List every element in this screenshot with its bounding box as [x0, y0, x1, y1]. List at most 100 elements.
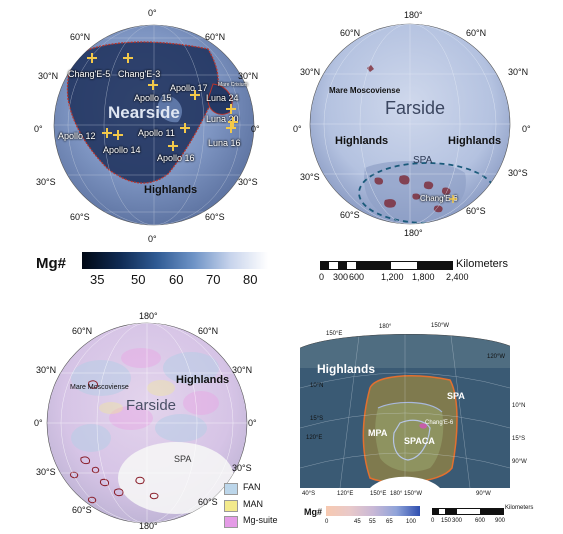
lithology-globe [46, 322, 248, 524]
farside-lon-bottom: 180° [404, 228, 423, 238]
nearside-lon-bottom: 0° [148, 234, 157, 244]
spa-top-120w: 120°W [487, 354, 506, 360]
site-label-luna20: Luna 20 [206, 114, 239, 124]
mg-colorbar [82, 252, 268, 269]
farside-mare-label: Mare Moscoviense [329, 86, 401, 95]
spa-km-tick-600: 600 [475, 518, 486, 524]
legend-label-mg-suite: Mg-suite [243, 515, 278, 525]
spa-km-tick-150: 150 [441, 518, 452, 524]
farside-lon-top: 180° [404, 10, 423, 20]
site-marker-apollo17 [228, 117, 238, 127]
km-tick-2400: 2,400 [446, 272, 469, 282]
spa-left-15s: 15°S [310, 416, 324, 422]
farside-lat-30s-right: 30°S [508, 168, 528, 178]
site-label-apollo12: Apollo 12 [58, 131, 96, 141]
nearside-map [48, 14, 260, 236]
lithology-lat-30s-left: 30°S [36, 467, 56, 477]
site-label-luna24: Luna 24 [206, 93, 239, 103]
farside-lat-0-left: 0° [293, 124, 302, 134]
spa-bottom-150e: 150°E [370, 491, 387, 497]
farside-lat-60s-right: 60°S [466, 206, 486, 216]
farside-map [305, 18, 515, 230]
site-marker-apollo14 [113, 130, 123, 140]
lithology-map [41, 318, 253, 528]
mg-tick-80: 80 [243, 272, 258, 287]
legend-swatch-mg-suite [224, 516, 238, 528]
nearside-lat-0-right: 0° [251, 124, 260, 134]
farside-highlands-left: Highlands [335, 135, 389, 147]
site-marker-change3 [123, 53, 133, 63]
farside-site-label: Chang'E-6 [420, 194, 458, 203]
legend-label-man: MAN [243, 499, 263, 509]
spa-bottom-90w: 90°W [476, 491, 491, 497]
spa-mg-tick-45: 45 [354, 519, 361, 525]
spa-km-tick-900: 900 [495, 518, 506, 524]
km-tick-300: 300 [333, 272, 349, 282]
nearside-lat-30s-right: 30°S [238, 177, 258, 187]
spa-zoom-highlands: Highlands [317, 362, 376, 376]
mg-tick-70: 70 [206, 272, 221, 287]
mg-tick-60: 60 [169, 272, 184, 287]
spa-zoom-site: Chang'E-6 [425, 420, 454, 426]
lithology-lat-0-right: 0° [248, 418, 257, 428]
lithology-lon-top: 180° [139, 311, 158, 321]
legend-label-fan: FAN [243, 482, 261, 492]
spa-mg-tick-100: 100 [406, 519, 417, 525]
farside-title: Farside [385, 98, 446, 118]
farside-lat-30n-left: 30°N [300, 67, 321, 77]
nearside-lat-60n-right: 60°N [205, 32, 226, 42]
site-marker-change5 [87, 53, 97, 63]
spa-zoom-map [300, 328, 510, 488]
site-label-change3: Chang'E-3 [118, 69, 161, 79]
lithology-lat-60s-left: 60°S [72, 505, 92, 515]
mg-colorbar-label: Mg# [36, 255, 66, 272]
nearside-highlands: Highlands [144, 184, 198, 196]
spa-km-tick-0: 0 [431, 518, 435, 524]
spa-left-10n: 10°N [310, 383, 324, 389]
site-marker-luna20 [226, 104, 236, 114]
spa-mg-label: Mg# [304, 507, 322, 517]
site-label-apollo11: Apollo 11 [138, 128, 175, 138]
farside-lat-60n-right: 60°N [466, 28, 487, 38]
km-scale-bar [320, 261, 453, 270]
km-tick-0: 0 [319, 272, 325, 282]
lithology-mare-label: Mare Moscoviense [70, 384, 129, 391]
spa-zoom-mpa: MPA [368, 428, 388, 438]
spa-km-label: Kilometers [505, 505, 534, 511]
spa-top-150e: 150°E [326, 331, 343, 337]
farside-spa-label: SPA [413, 155, 433, 166]
site-label-change5: Chang'E-5 [68, 69, 111, 79]
spa-bottom-150w: 150°W [404, 491, 423, 497]
nearside-lat-0-left: 0° [34, 124, 43, 134]
farside-lat-30n-right: 30°N [508, 67, 529, 77]
nearside-title: Nearside [108, 103, 180, 122]
legend-swatch-man [224, 500, 238, 512]
site-label-apollo17: Apollo 17 [170, 83, 208, 93]
spa-right-90w: 90°W [512, 459, 527, 465]
lithology-lat-30s-right: 30°S [232, 463, 252, 473]
spa-mg-tick-0: 0 [325, 519, 329, 525]
nearside-globe [53, 24, 255, 226]
nearside-lat-30n-left: 30°N [38, 71, 59, 81]
lithology-highlands: Highlands [176, 374, 230, 386]
farside-lat-60s-left: 60°S [340, 210, 360, 220]
site-marker-apollo12 [102, 128, 112, 138]
mare-crisium-label: Mare Crisium [218, 82, 248, 88]
spa-right-15s: 15°S [512, 436, 526, 442]
spa-mg-tick-65: 65 [386, 519, 393, 525]
spa-top-180: 180° [379, 324, 392, 330]
site-marker-luna24 [190, 90, 200, 100]
site-marker-apollo15 [148, 80, 158, 90]
spa-km-tick-300: 300 [452, 518, 463, 524]
farside-globe [309, 23, 511, 225]
nearside-lon-top: 0° [148, 8, 157, 18]
km-tick-1200: 1,200 [381, 272, 404, 282]
km-tick-600: 600 [349, 272, 365, 282]
farside-lat-0-right: 0° [522, 124, 531, 134]
lithology-lat-30n-left: 30°N [36, 365, 57, 375]
mg-tick-50: 50 [131, 272, 146, 287]
legend-swatch-fan [224, 483, 238, 495]
lithology-lat-0-left: 0° [34, 418, 43, 428]
site-marker-luna16 [226, 123, 236, 133]
